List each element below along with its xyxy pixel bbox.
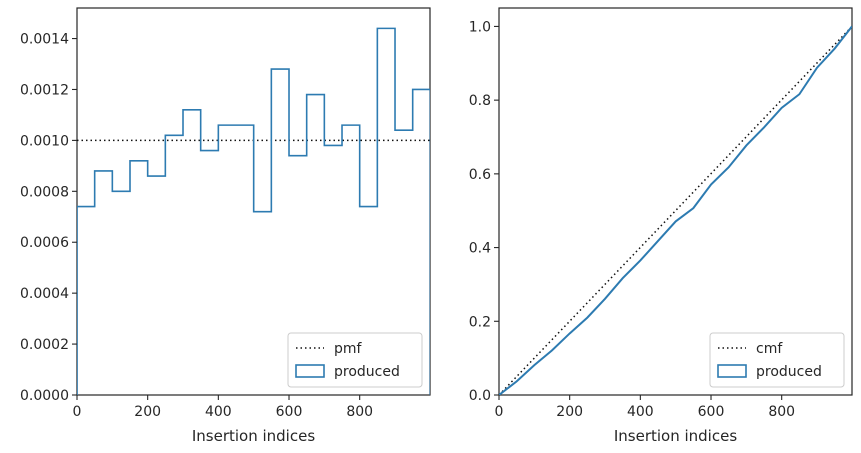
y-tick-label: 0.0004 — [20, 286, 69, 302]
y-tick-label: 0.2 — [469, 314, 491, 330]
series-produced — [499, 25, 852, 395]
y-tick-label: 0.0008 — [20, 184, 69, 200]
x-axis: 0 200 400 600 800 — [495, 395, 795, 420]
x-tick-label: 200 — [134, 404, 161, 420]
x-tick-label: 0 — [73, 404, 82, 420]
y-tick-label: 0.6 — [469, 167, 491, 183]
series-layer — [499, 25, 852, 395]
legend-frame — [709, 332, 845, 388]
x-tick-label: 400 — [205, 404, 232, 420]
x-tick-label: 200 — [556, 404, 583, 420]
y-tick-label: 0.4 — [469, 241, 491, 257]
legend: pmf produced — [287, 332, 423, 388]
x-axis-label: Insertion indices — [192, 427, 315, 445]
x-axis-label: Insertion indices — [614, 427, 737, 445]
plot-area-frame — [498, 7, 853, 396]
legend-swatch — [717, 364, 747, 378]
x-tick-label: 600 — [698, 404, 725, 420]
y-tick-label: 0.0002 — [20, 337, 69, 353]
y-tick-label: 0.0006 — [20, 235, 69, 251]
x-tick-label: 400 — [627, 404, 654, 420]
x-tick-label: 800 — [768, 404, 795, 420]
x-tick-label: 600 — [276, 404, 303, 420]
cmf-line-panel: 0.0 0.2 0.4 0.6 0.8 1.0 0 200 400 600 800 Inserti… — [469, 7, 853, 445]
legend-frame — [287, 332, 423, 388]
y-tick-label: 0.0 — [469, 388, 491, 404]
y-tick-label: 0.8 — [469, 93, 491, 109]
legend-entry-cmf: cmf — [756, 341, 783, 357]
y-tick-label: 0.0010 — [20, 133, 69, 149]
series-produced — [77, 27, 430, 395]
x-tick-label: 0 — [495, 404, 504, 420]
legend-entry-produced: produced — [756, 364, 822, 380]
series-layer — [77, 27, 430, 395]
legend-entry-produced: produced — [334, 364, 400, 380]
y-axis: 0.0000 0.0002 0.0004 0.0006 0.0008 0.0010 0.00… — [20, 32, 77, 404]
y-axis: 0.0 0.2 0.4 0.6 0.8 1.0 — [469, 19, 499, 404]
legend: cmf produced — [709, 332, 845, 388]
y-tick-label: 0.0000 — [20, 388, 69, 404]
legend-entry-pmf: pmf — [334, 341, 363, 357]
x-tick-label: 800 — [346, 404, 373, 420]
y-tick-label: 0.0012 — [20, 82, 69, 98]
pmf-histogram-panel: 0.0000 0.0002 0.0004 0.0006 0.0008 0.0010 0.00… — [20, 7, 431, 445]
y-tick-label: 0.0014 — [20, 32, 69, 48]
x-axis: 0 200 400 600 800 — [73, 395, 373, 420]
y-tick-label: 1.0 — [469, 19, 491, 35]
legend-swatch — [295, 364, 325, 378]
